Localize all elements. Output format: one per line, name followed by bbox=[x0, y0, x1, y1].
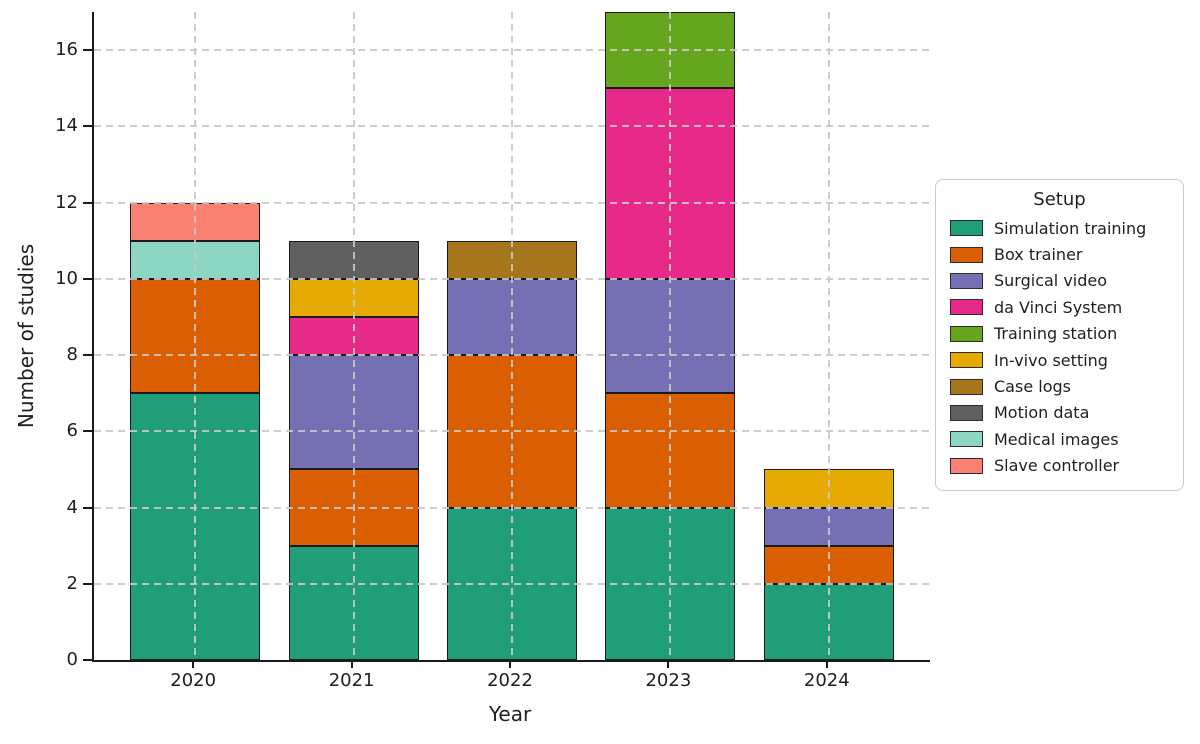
y-tick-mark bbox=[83, 277, 92, 280]
legend-label: Training station bbox=[994, 324, 1118, 344]
bar-segment-simulation-training bbox=[763, 583, 894, 660]
y-tick-label: 10 bbox=[55, 267, 78, 289]
legend-label: Surgical video bbox=[994, 271, 1108, 291]
legend-label: In-vivo setting bbox=[994, 350, 1108, 370]
legend: Setup Simulation training Box trainer Surg… bbox=[935, 179, 1184, 491]
legend-label: Slave controller bbox=[994, 456, 1120, 476]
legend-swatch-da-vinci-system bbox=[950, 299, 983, 316]
legend-swatch-case-logs bbox=[950, 378, 983, 395]
legend-item-case-logs: Case logs bbox=[950, 373, 1169, 399]
bar-segment-case-logs bbox=[447, 240, 577, 279]
bar-segment-surgical-video bbox=[605, 278, 736, 394]
bar-segment-training-station bbox=[605, 12, 736, 89]
legend-item-da-vinci-system: da Vinci System bbox=[950, 294, 1169, 320]
legend-label: Medical images bbox=[994, 429, 1119, 449]
bar-segment-medical-images bbox=[130, 240, 261, 279]
x-tick-label: 2020 bbox=[170, 670, 217, 691]
bar-segment-motion-data bbox=[288, 240, 419, 279]
y-tick-label: 12 bbox=[55, 191, 78, 213]
legend-item-surgical-video: Surgical video bbox=[950, 268, 1169, 294]
x-tick-mark bbox=[192, 660, 195, 668]
y-tick-label: 8 bbox=[66, 344, 78, 366]
legend-swatch-motion-data bbox=[950, 404, 983, 421]
y-tick-label: 6 bbox=[66, 420, 78, 442]
x-tick-label: 2024 bbox=[803, 670, 850, 691]
bar-segment-in-vivo-setting bbox=[288, 278, 419, 317]
legend-item-training-station: Training station bbox=[950, 321, 1169, 347]
y-tick-mark bbox=[83, 582, 92, 585]
bar-segment-box-trainer bbox=[605, 393, 736, 508]
legend-label: Motion data bbox=[994, 403, 1090, 423]
x-tick-label: 2022 bbox=[487, 670, 533, 691]
x-tick-label: 2023 bbox=[645, 670, 692, 691]
legend-item-medical-images: Medical images bbox=[950, 426, 1169, 452]
bar-segment-simulation-training bbox=[288, 545, 419, 660]
bar-segment-box-trainer bbox=[447, 355, 577, 508]
y-tick-mark bbox=[83, 659, 92, 661]
bar-segment-simulation-training bbox=[605, 507, 736, 660]
legend-item-simulation-training: Simulation training bbox=[950, 215, 1169, 241]
legend-item-slave-controller: Slave controller bbox=[950, 453, 1169, 479]
y-tick-label: 14 bbox=[55, 115, 78, 137]
x-tick-label: 2021 bbox=[328, 670, 375, 691]
bar-segment-slave-controller bbox=[130, 202, 261, 241]
bar-segment-surgical-video bbox=[763, 507, 894, 546]
bar-segment-da-vinci-system bbox=[288, 316, 419, 356]
y-tick-label: 16 bbox=[55, 39, 78, 61]
legend-label: Case logs bbox=[994, 377, 1071, 397]
legend-swatch-surgical-video bbox=[950, 272, 983, 289]
y-axis-title: Number of studies bbox=[14, 243, 38, 429]
legend-title: Setup bbox=[1033, 189, 1086, 210]
bar-segment-box-trainer bbox=[130, 278, 261, 394]
x-axis-title: Year bbox=[488, 702, 532, 726]
y-tick-label: 0 bbox=[66, 649, 78, 670]
legend-label: Simulation training bbox=[994, 218, 1147, 238]
legend-items: Simulation training Box trainer Surgical v… bbox=[950, 215, 1169, 479]
x-tick-mark bbox=[350, 660, 353, 668]
bar-segment-da-vinci-system bbox=[605, 88, 736, 279]
y-tick-mark bbox=[83, 201, 92, 204]
legend-label: Box trainer bbox=[994, 245, 1083, 265]
y-tick-label: 4 bbox=[66, 496, 78, 518]
legend-item-in-vivo-setting: In-vivo setting bbox=[950, 347, 1169, 373]
bar-segment-simulation-training bbox=[447, 507, 577, 660]
legend-swatch-in-vivo-setting bbox=[950, 352, 983, 369]
bar-segment-surgical-video bbox=[288, 355, 419, 470]
bar-segment-box-trainer bbox=[288, 469, 419, 546]
y-tick-mark bbox=[83, 49, 92, 52]
legend-item-motion-data: Motion data bbox=[950, 400, 1169, 426]
bar-segment-surgical-video bbox=[447, 278, 577, 356]
bar-segment-box-trainer bbox=[763, 545, 894, 584]
y-tick-label: 2 bbox=[66, 572, 78, 594]
bar-segment-simulation-training bbox=[130, 393, 261, 660]
x-tick-mark bbox=[509, 660, 511, 668]
legend-swatch-training-station bbox=[950, 325, 983, 342]
y-tick-mark bbox=[83, 430, 92, 433]
y-tick-mark bbox=[83, 354, 92, 357]
legend-swatch-slave-controller bbox=[950, 457, 983, 474]
legend-label: da Vinci System bbox=[994, 297, 1123, 317]
legend-swatch-medical-images bbox=[950, 431, 983, 448]
y-tick-mark bbox=[83, 125, 92, 128]
legend-swatch-box-trainer bbox=[950, 246, 983, 263]
bars-layer bbox=[94, 12, 930, 660]
y-tick-mark bbox=[83, 506, 92, 509]
plot-area bbox=[92, 12, 930, 662]
legend-swatch-simulation-training bbox=[950, 220, 983, 237]
legend-item-box-trainer: Box trainer bbox=[950, 241, 1169, 267]
x-tick-mark bbox=[825, 660, 828, 668]
bar-segment-in-vivo-setting bbox=[763, 469, 894, 508]
x-tick-mark bbox=[667, 660, 670, 668]
